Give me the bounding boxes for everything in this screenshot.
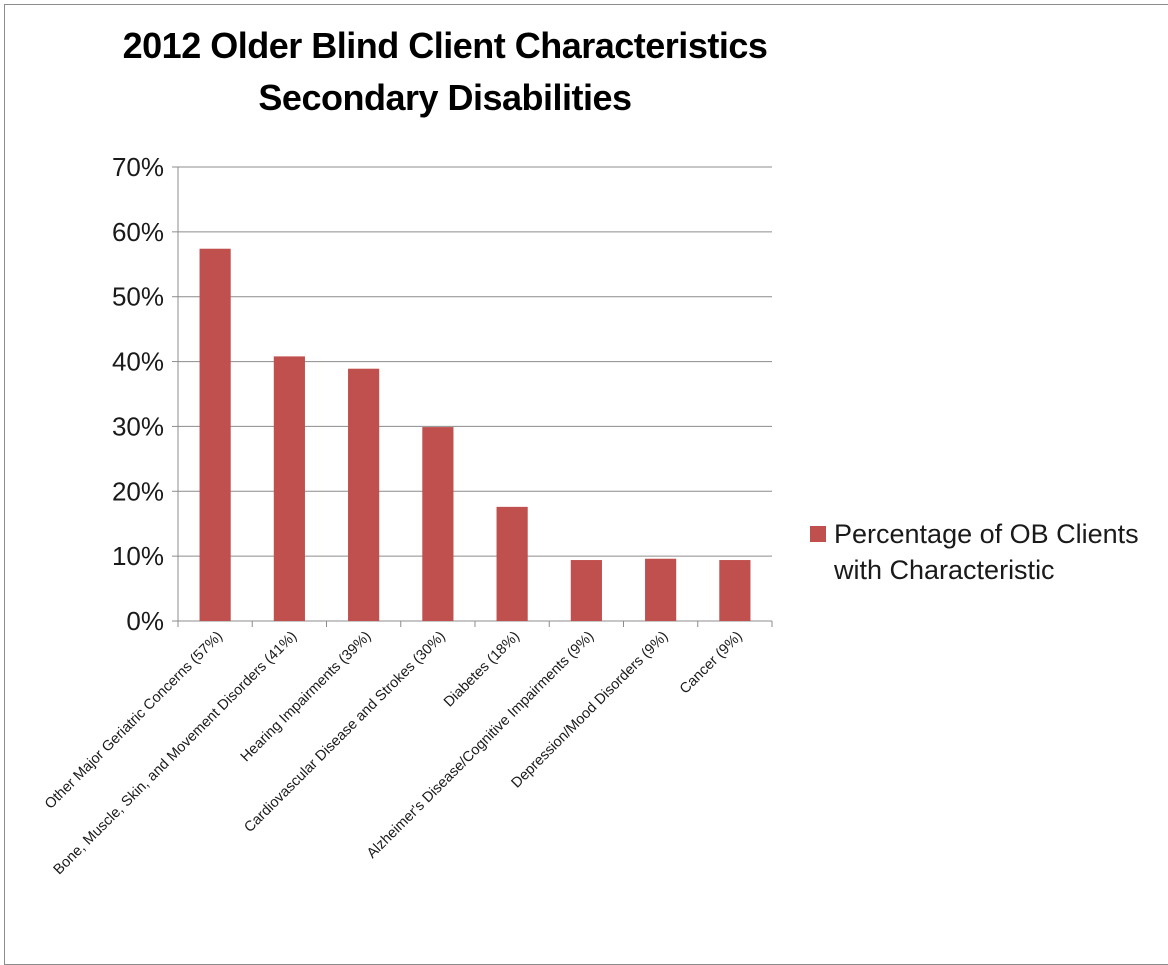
x-tick-label: Bone, Muscle, Skin, and Movement Disorde… [51, 629, 301, 879]
y-tick-label: 30% [112, 411, 164, 441]
y-tick-label: 20% [112, 476, 164, 506]
x-tick-label: Hearing Impairments (39%) [238, 629, 375, 766]
y-tick-label: 40% [112, 347, 164, 377]
chart-frame [4, 4, 1168, 965]
x-tick-label: Depression/Mood Disorders (9%) [509, 629, 672, 792]
y-tick-label: 60% [112, 217, 164, 247]
bar [496, 506, 528, 621]
y-tick-label: 0% [126, 606, 164, 636]
bar [348, 368, 380, 621]
bar [719, 560, 751, 621]
bar [422, 427, 454, 621]
chart-title-block: 2012 Older Blind Client Characteristics … [75, 20, 815, 124]
bar [570, 560, 602, 621]
chart-title: 2012 Older Blind Client Characteristics [122, 25, 768, 66]
legend-swatch [810, 526, 826, 542]
legend-label: Percentage of OB Clients with Characteri… [834, 519, 1139, 585]
x-tick-label: Cancer (9%) [677, 629, 746, 698]
x-tick-label: Diabetes (18%) [441, 629, 523, 711]
bar [273, 356, 305, 621]
y-tick-label: 10% [112, 541, 164, 571]
bar [199, 248, 231, 621]
chart-subtitle: Secondary Disabilities [258, 77, 632, 118]
y-tick-label: 50% [112, 282, 164, 312]
y-tick-label: 70% [112, 152, 164, 182]
bar [645, 558, 677, 621]
